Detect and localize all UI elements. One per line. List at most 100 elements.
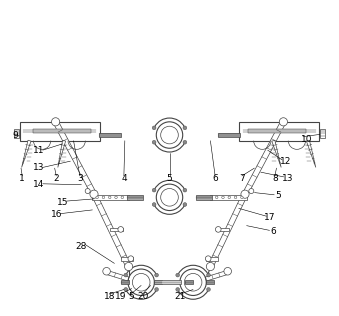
Text: 13: 13	[282, 174, 293, 183]
Text: 20: 20	[137, 292, 148, 301]
Bar	[110, 228, 123, 231]
Circle shape	[152, 203, 156, 206]
Bar	[216, 228, 229, 231]
Bar	[196, 195, 212, 200]
Circle shape	[115, 196, 117, 198]
Bar	[185, 280, 193, 284]
Text: 18: 18	[104, 292, 116, 301]
Circle shape	[215, 227, 221, 232]
Circle shape	[222, 196, 224, 198]
Bar	[99, 133, 121, 137]
Circle shape	[152, 188, 156, 192]
Text: 5: 5	[128, 292, 134, 301]
Polygon shape	[22, 140, 31, 167]
Polygon shape	[208, 193, 247, 268]
Bar	[93, 195, 128, 199]
Circle shape	[279, 118, 287, 126]
Text: 13: 13	[33, 163, 45, 172]
Circle shape	[180, 269, 206, 295]
Bar	[206, 257, 218, 261]
Circle shape	[152, 126, 156, 130]
Circle shape	[176, 288, 180, 291]
Bar	[320, 129, 325, 137]
Polygon shape	[107, 271, 129, 281]
Circle shape	[206, 263, 215, 270]
Circle shape	[52, 118, 60, 126]
Circle shape	[215, 196, 218, 198]
Circle shape	[224, 267, 232, 275]
Circle shape	[161, 126, 178, 144]
Circle shape	[155, 273, 158, 277]
Bar	[154, 280, 162, 284]
Polygon shape	[243, 121, 286, 195]
Polygon shape	[92, 193, 131, 268]
Text: 2: 2	[54, 174, 59, 183]
Text: 17: 17	[264, 213, 276, 222]
Circle shape	[156, 184, 183, 210]
Bar	[206, 280, 214, 284]
Circle shape	[102, 196, 105, 198]
Text: 1: 1	[19, 174, 25, 183]
Circle shape	[128, 256, 134, 262]
Circle shape	[234, 196, 237, 198]
Text: 9: 9	[13, 131, 18, 141]
Circle shape	[152, 140, 156, 144]
Text: 21: 21	[175, 292, 186, 301]
Text: 28: 28	[76, 242, 87, 251]
Bar	[14, 129, 19, 137]
Circle shape	[228, 196, 231, 198]
Text: 11: 11	[33, 146, 45, 155]
Text: 12: 12	[280, 157, 292, 166]
Text: 10: 10	[301, 135, 312, 144]
Circle shape	[161, 189, 178, 206]
Circle shape	[184, 273, 202, 291]
Circle shape	[118, 227, 124, 232]
Circle shape	[249, 189, 254, 194]
Bar	[239, 122, 319, 141]
Text: 5: 5	[167, 174, 172, 183]
Text: 15: 15	[57, 198, 68, 207]
Bar	[121, 280, 128, 284]
Bar	[211, 195, 246, 199]
Text: 19: 19	[115, 292, 126, 301]
Bar	[127, 195, 143, 200]
Bar	[248, 129, 306, 133]
Circle shape	[241, 196, 243, 198]
Bar	[121, 257, 133, 261]
Text: 16: 16	[51, 210, 62, 219]
Circle shape	[121, 196, 124, 198]
Circle shape	[132, 273, 150, 291]
Circle shape	[206, 288, 211, 291]
Text: 6: 6	[271, 228, 276, 236]
Text: 14: 14	[33, 180, 45, 189]
Bar	[218, 133, 240, 137]
Circle shape	[90, 190, 98, 198]
Text: 4: 4	[121, 174, 127, 183]
Circle shape	[128, 269, 154, 295]
Circle shape	[108, 196, 111, 198]
Bar	[20, 122, 100, 141]
Polygon shape	[58, 140, 66, 167]
Circle shape	[155, 288, 158, 291]
Circle shape	[241, 190, 249, 198]
Text: 3: 3	[77, 174, 83, 183]
Circle shape	[124, 273, 128, 277]
Bar	[154, 280, 180, 284]
Circle shape	[183, 126, 187, 130]
Circle shape	[183, 140, 187, 144]
Circle shape	[183, 188, 187, 192]
Text: 6: 6	[212, 174, 218, 183]
Circle shape	[124, 288, 128, 291]
Circle shape	[156, 122, 183, 148]
Circle shape	[206, 273, 211, 277]
Bar	[33, 129, 91, 133]
Polygon shape	[53, 121, 96, 195]
Polygon shape	[272, 140, 281, 167]
Text: 8: 8	[272, 174, 278, 183]
Circle shape	[103, 267, 111, 275]
Text: 5: 5	[275, 191, 281, 200]
Polygon shape	[205, 271, 227, 281]
Circle shape	[85, 189, 90, 194]
Circle shape	[124, 263, 133, 270]
Circle shape	[96, 196, 98, 198]
